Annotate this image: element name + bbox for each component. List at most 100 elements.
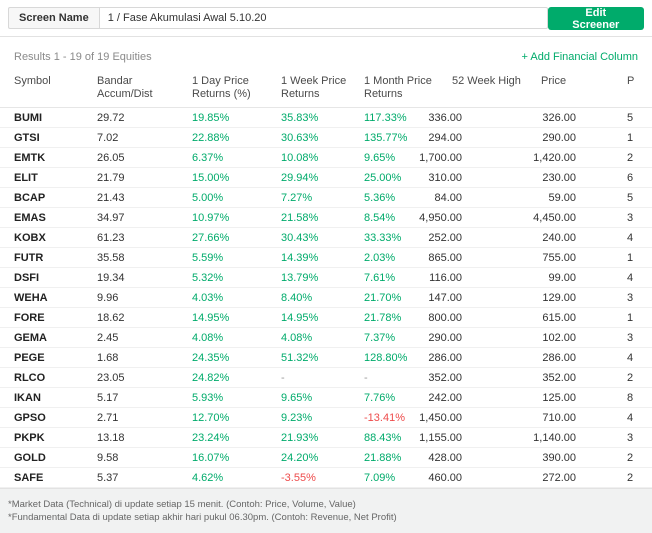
- table-row[interactable]: PKPK 13.18 23.24% 21.93% 88.43% 1,155.00 1,140…: [0, 428, 652, 448]
- cell: 102.00: [542, 332, 576, 344]
- screen-name-input[interactable]: [98, 7, 548, 29]
- cell: 4: [627, 352, 634, 364]
- symbol-cell[interactable]: RLCO: [14, 372, 46, 384]
- cell: 7.76%: [364, 392, 396, 404]
- table-row[interactable]: BCAP 21.43 5.00% 7.27% 5.36% 84.00 59.00 5: [0, 188, 652, 208]
- column-header[interactable]: 1 Month Price Returns: [364, 75, 432, 100]
- table-row[interactable]: GEMA 2.45 4.08% 4.08% 7.37% 290.00 102.00 3: [0, 328, 652, 348]
- cell: 800.00: [428, 312, 462, 324]
- cell: 6: [627, 172, 634, 184]
- footnotes: *Market Data (Technical) di update setia…: [0, 489, 652, 533]
- column-header[interactable]: 1 Week Price Returns: [281, 75, 347, 100]
- table-row[interactable]: DSFI 19.34 5.32% 13.79% 7.61% 116.00 99.00 4: [0, 268, 652, 288]
- cell: 9.65%: [281, 392, 313, 404]
- symbol-cell[interactable]: KOBX: [14, 232, 46, 244]
- column-header[interactable]: Price: [541, 75, 567, 87]
- symbol-cell[interactable]: PKPK: [14, 432, 45, 444]
- table-row[interactable]: RLCO 23.05 24.82% - - 352.00 352.00 2: [0, 368, 652, 388]
- column-header[interactable]: P: [627, 75, 635, 87]
- cell: 13.18: [97, 432, 125, 444]
- cell: 21.78%: [364, 312, 402, 324]
- cell: 19.85%: [192, 112, 230, 124]
- cell: 4.62%: [192, 472, 224, 484]
- column-header[interactable]: 52 Week High: [452, 75, 521, 87]
- cell: 10.97%: [192, 212, 230, 224]
- table-row[interactable]: FORE 18.62 14.95% 14.95% 21.78% 800.00 615.00 1: [0, 308, 652, 328]
- symbol-cell[interactable]: WEHA: [14, 292, 48, 304]
- cell: 4.08%: [281, 332, 313, 344]
- edit-screener-button[interactable]: Edit Screener: [547, 6, 644, 31]
- cell: 135.77%: [364, 132, 408, 144]
- symbol-cell[interactable]: GEMA: [14, 332, 47, 344]
- symbol-cell[interactable]: PEGE: [14, 352, 45, 364]
- cell: 428.00: [428, 452, 462, 464]
- table-row[interactable]: PEGE 1.68 24.35% 51.32% 128.80% 286.00 286.00 4: [0, 348, 652, 368]
- cell: 352.00: [542, 372, 576, 384]
- cell: 27.66%: [192, 232, 230, 244]
- table-row[interactable]: ELIT 21.79 15.00% 29.94% 25.00% 310.00 230.00 6: [0, 168, 652, 188]
- market-data-footnote: *Market Data (Technical) di update setia…: [8, 499, 356, 510]
- table-row[interactable]: GTSI 7.02 22.88% 30.63% 135.77% 294.00 290.00 1: [0, 128, 652, 148]
- symbol-cell[interactable]: FORE: [14, 312, 45, 324]
- cell: 117.33%: [364, 112, 407, 124]
- screen-name-label: Screen Name: [8, 7, 99, 29]
- cell: 8: [627, 392, 634, 404]
- cell: 9.58: [97, 452, 119, 464]
- table-row[interactable]: EMTK 26.05 6.37% 10.08% 9.65% 1,700.00 1,420.0…: [0, 148, 652, 168]
- cell: 294.00: [428, 132, 462, 144]
- column-header[interactable]: Bandar Accum/Dist: [97, 75, 153, 100]
- screener-topbar: Screen Name Edit Screener: [0, 0, 652, 37]
- column-header[interactable]: 1 Day Price Returns (%): [192, 75, 251, 100]
- symbol-cell[interactable]: GTSI: [14, 132, 40, 144]
- fundamental-data-footnote: *Fundamental Data di update setiap akhir…: [8, 512, 397, 523]
- symbol-cell[interactable]: FUTR: [14, 252, 44, 264]
- add-financial-column-link[interactable]: + Add Financial Column: [521, 51, 638, 63]
- symbol-cell[interactable]: GPSO: [14, 412, 46, 424]
- cell: 21.79: [97, 172, 125, 184]
- table-row[interactable]: BUMI 29.72 19.85% 35.83% 117.33% 336.00 326.00…: [0, 108, 652, 128]
- equities-table: Symbol Bandar Accum/Dist 1 Day Price Retur…: [0, 71, 652, 488]
- cell: 2: [627, 152, 634, 164]
- cell: -13.41%: [364, 412, 405, 424]
- cell: 22.88%: [192, 132, 230, 144]
- table-row[interactable]: WEHA 9.96 4.03% 8.40% 21.70% 147.00 129.00 3: [0, 288, 652, 308]
- cell: 9.23%: [281, 412, 313, 424]
- cell: 35.58: [97, 252, 125, 264]
- table-row[interactable]: GPSO 2.71 12.70% 9.23% -13.41% 1,450.00 710.00…: [0, 408, 652, 428]
- cell: 2.03%: [364, 252, 396, 264]
- symbol-cell[interactable]: DSFI: [14, 272, 40, 284]
- symbol-cell[interactable]: SAFE: [14, 472, 44, 484]
- table-row[interactable]: EMAS 34.97 10.97% 21.58% 8.54% 4,950.00 4,450.…: [0, 208, 652, 228]
- cell: 7.37%: [364, 332, 396, 344]
- cell: 290.00: [428, 332, 462, 344]
- symbol-cell[interactable]: EMTK: [14, 152, 46, 164]
- cell: 21.88%: [364, 452, 402, 464]
- cell: 710.00: [542, 412, 576, 424]
- cell: 460.00: [428, 472, 462, 484]
- cell: 5.36%: [364, 192, 396, 204]
- table-row[interactable]: SAFE 5.37 4.62% -3.55% 7.09% 460.00 272.00 2: [0, 468, 652, 488]
- symbol-cell[interactable]: IKAN: [14, 392, 41, 404]
- table-row[interactable]: KOBX 61.23 27.66% 30.43% 33.33% 252.00 240.00 4: [0, 228, 652, 248]
- cell: 4: [627, 272, 634, 284]
- cell: 61.23: [97, 232, 125, 244]
- symbol-cell[interactable]: EMAS: [14, 212, 46, 224]
- table-row[interactable]: IKAN 5.17 5.93% 9.65% 7.76% 242.00 125.00 8: [0, 388, 652, 408]
- column-header[interactable]: Symbol: [14, 75, 51, 87]
- symbol-cell[interactable]: GOLD: [14, 452, 46, 464]
- cell: 4.08%: [192, 332, 224, 344]
- cell: 326.00: [542, 112, 576, 124]
- cell: 21.58%: [281, 212, 319, 224]
- symbol-cell[interactable]: ELIT: [14, 172, 38, 184]
- table-row[interactable]: GOLD 9.58 16.07% 24.20% 21.88% 428.00 390.00 2: [0, 448, 652, 468]
- cell: 230.00: [542, 172, 576, 184]
- symbol-cell[interactable]: BCAP: [14, 192, 46, 204]
- table-row[interactable]: FUTR 35.58 5.59% 14.39% 2.03% 865.00 755.00 1: [0, 248, 652, 268]
- cell: 4: [627, 412, 634, 424]
- symbol-cell[interactable]: BUMI: [14, 112, 43, 124]
- cell: 7.09%: [364, 472, 396, 484]
- cell: 5.17: [97, 392, 119, 404]
- cell: 1,155.00: [419, 432, 462, 444]
- cell: 24.82%: [192, 372, 230, 384]
- cell: 12.70%: [192, 412, 230, 424]
